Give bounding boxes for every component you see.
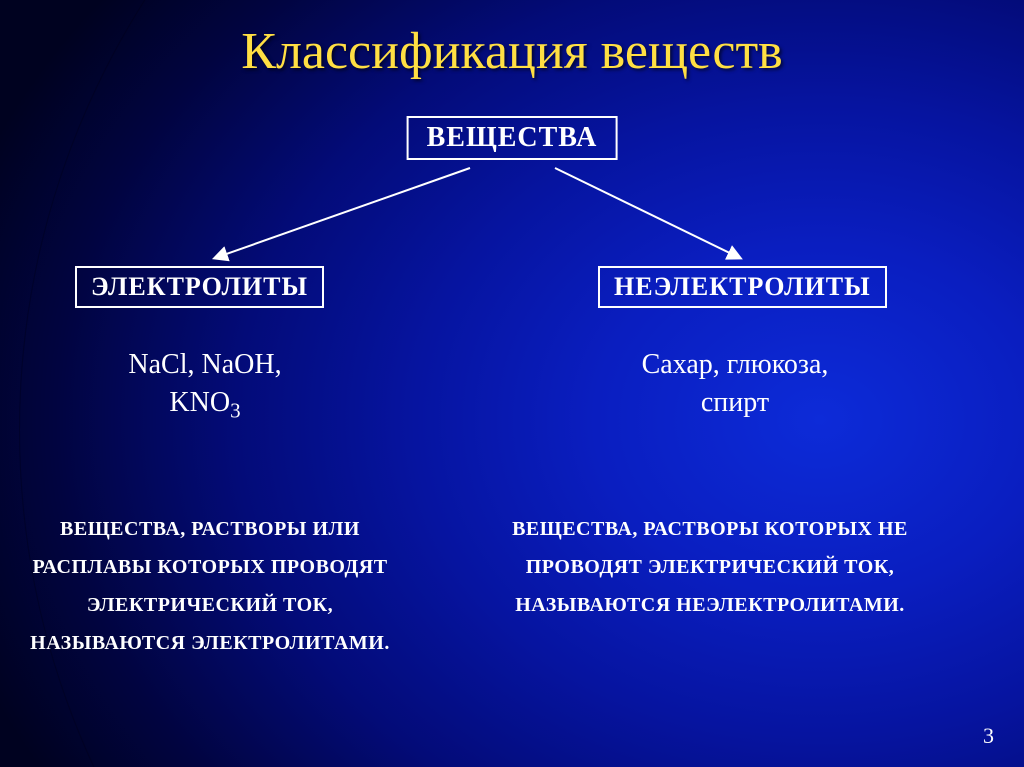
right-def-l3: НАЗЫВАЮТСЯ НЕЭЛЕКТРОЛИТАМИ. xyxy=(515,594,905,616)
left-examples-line2-prefix: KNO xyxy=(169,387,230,418)
edge-left xyxy=(215,168,470,258)
right-def-l2: ПРОВОДЯТ ЭЛЕКТРИЧЕСКИЙ ТОК, xyxy=(526,556,895,578)
left-def-l4: НАЗЫВАЮТСЯ ЭЛЕКТРОЛИТАМИ. xyxy=(30,632,390,654)
right-examples: Сахар, глюкоза, спирт xyxy=(560,346,910,422)
root-node: ВЕЩЕСТВА xyxy=(407,116,618,160)
right-definition: ВЕЩЕСТВА, РАСТВОРЫ КОТОРЫХ НЕ ПРОВОДЯТ Э… xyxy=(440,510,980,624)
left-branch-node: ЭЛЕКТРОЛИТЫ xyxy=(75,266,324,308)
left-examples-line1: NaCl, NaOH, xyxy=(128,349,281,380)
left-def-l2: РАСПЛАВЫ КОТОРЫХ ПРОВОДЯТ xyxy=(32,556,387,578)
slide-number: 3 xyxy=(983,723,994,749)
left-def-l1: ВЕЩЕСТВА, РАСТВОРЫ ИЛИ xyxy=(60,518,360,540)
right-examples-line1: Сахар, глюкоза, xyxy=(642,349,829,380)
left-examples-line2-sub: 3 xyxy=(230,398,241,422)
slide-title: Классификация веществ xyxy=(0,22,1024,81)
edge-right xyxy=(555,168,740,258)
right-examples-line2: спирт xyxy=(701,387,769,418)
right-def-l1: ВЕЩЕСТВА, РАСТВОРЫ КОТОРЫХ НЕ xyxy=(512,518,908,540)
right-branch-node: НЕЭЛЕКТРОЛИТЫ xyxy=(598,266,887,308)
left-examples: NaCl, NaOH, KNO3 xyxy=(40,346,370,425)
left-def-l3: ЭЛЕКТРИЧЕСКИЙ ТОК, xyxy=(87,594,333,616)
left-definition: ВЕЩЕСТВА, РАСТВОРЫ ИЛИ РАСПЛАВЫ КОТОРЫХ … xyxy=(0,510,420,662)
